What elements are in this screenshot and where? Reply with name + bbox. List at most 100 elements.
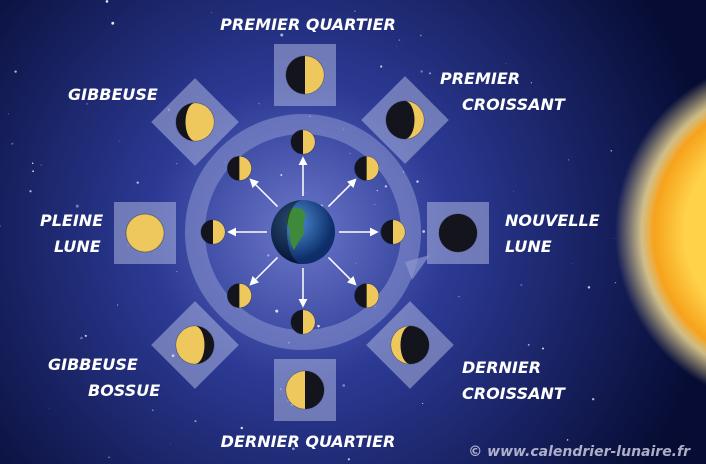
star <box>530 82 533 84</box>
star <box>429 72 432 75</box>
ray <box>249 178 279 208</box>
star <box>11 142 14 145</box>
moon-lit <box>213 220 225 244</box>
star <box>75 204 79 208</box>
star <box>275 309 279 313</box>
star <box>108 456 110 459</box>
star <box>8 113 10 115</box>
star <box>78 366 82 370</box>
star <box>32 170 34 173</box>
star <box>520 284 523 286</box>
star <box>396 45 397 47</box>
star <box>376 189 378 192</box>
star <box>105 0 109 3</box>
star <box>86 103 88 105</box>
star <box>14 70 17 73</box>
star <box>610 149 613 152</box>
star <box>566 439 569 441</box>
star <box>292 447 295 451</box>
star <box>591 398 595 401</box>
watermark: © www.calendrier-lunaire.fr <box>468 444 691 460</box>
moon-lit <box>303 310 315 334</box>
star <box>571 263 573 265</box>
star <box>0 225 1 227</box>
phase-label: PREMIER QUARTIER <box>220 15 396 34</box>
moon-lit <box>176 326 205 364</box>
star <box>258 102 260 105</box>
moon-dark <box>438 213 478 253</box>
phase-label: DERNIER QUARTIER <box>221 432 396 451</box>
phase-label: LUNE <box>54 237 101 256</box>
ray <box>327 256 357 286</box>
star <box>31 162 34 164</box>
earth-land <box>287 207 306 250</box>
phase-label: LUNE <box>505 237 552 256</box>
star <box>374 204 376 206</box>
phase-label: CROISSANT <box>462 384 566 403</box>
phase-label: PLEINE <box>40 211 103 230</box>
star <box>541 347 544 350</box>
star <box>107 16 109 18</box>
star <box>458 295 460 298</box>
star <box>176 271 178 273</box>
star <box>84 334 87 337</box>
star <box>170 443 172 445</box>
star <box>347 458 350 461</box>
phase-label: GIBBEUSE <box>68 85 158 104</box>
phase-label: BOSSUE <box>88 381 160 400</box>
star <box>118 140 120 142</box>
moon-lit <box>305 56 324 94</box>
star <box>342 384 346 387</box>
star <box>80 336 83 340</box>
star <box>317 324 320 328</box>
star <box>567 159 570 161</box>
star <box>240 426 243 430</box>
star <box>315 23 317 25</box>
star <box>384 185 388 188</box>
star <box>349 152 351 154</box>
star <box>136 181 139 184</box>
moon-lit <box>393 220 405 244</box>
star <box>354 10 356 12</box>
sun <box>615 78 706 386</box>
star <box>513 190 515 192</box>
star <box>614 281 617 284</box>
moon-lit <box>286 371 305 409</box>
star <box>29 190 32 193</box>
star <box>380 65 383 68</box>
star <box>420 70 423 73</box>
moon-lit <box>185 103 214 141</box>
star <box>111 21 115 25</box>
star <box>422 402 424 405</box>
star <box>587 286 591 289</box>
earth-shadow <box>271 200 303 264</box>
star <box>280 33 284 37</box>
star <box>40 164 42 166</box>
star <box>613 238 615 240</box>
star <box>419 34 422 37</box>
phase-label: PREMIER <box>440 69 520 88</box>
moon-lit <box>366 283 379 308</box>
star <box>280 174 283 176</box>
star <box>398 39 401 41</box>
moons <box>125 55 478 410</box>
moon-lit <box>366 156 379 181</box>
star <box>48 408 50 410</box>
phase-label: CROISSANT <box>462 95 566 114</box>
orbit-ring <box>185 114 421 350</box>
ray <box>249 256 279 286</box>
orbit-arrow <box>405 255 430 280</box>
ray <box>327 178 357 208</box>
star <box>416 180 419 183</box>
star <box>176 162 178 165</box>
star <box>505 62 507 64</box>
phase-label: DERNIER <box>462 358 541 377</box>
star <box>267 254 270 257</box>
star <box>355 262 357 264</box>
moon-lit <box>303 130 315 154</box>
star <box>194 420 197 423</box>
moon-lit <box>239 156 252 181</box>
star <box>527 343 530 346</box>
star <box>151 409 154 412</box>
